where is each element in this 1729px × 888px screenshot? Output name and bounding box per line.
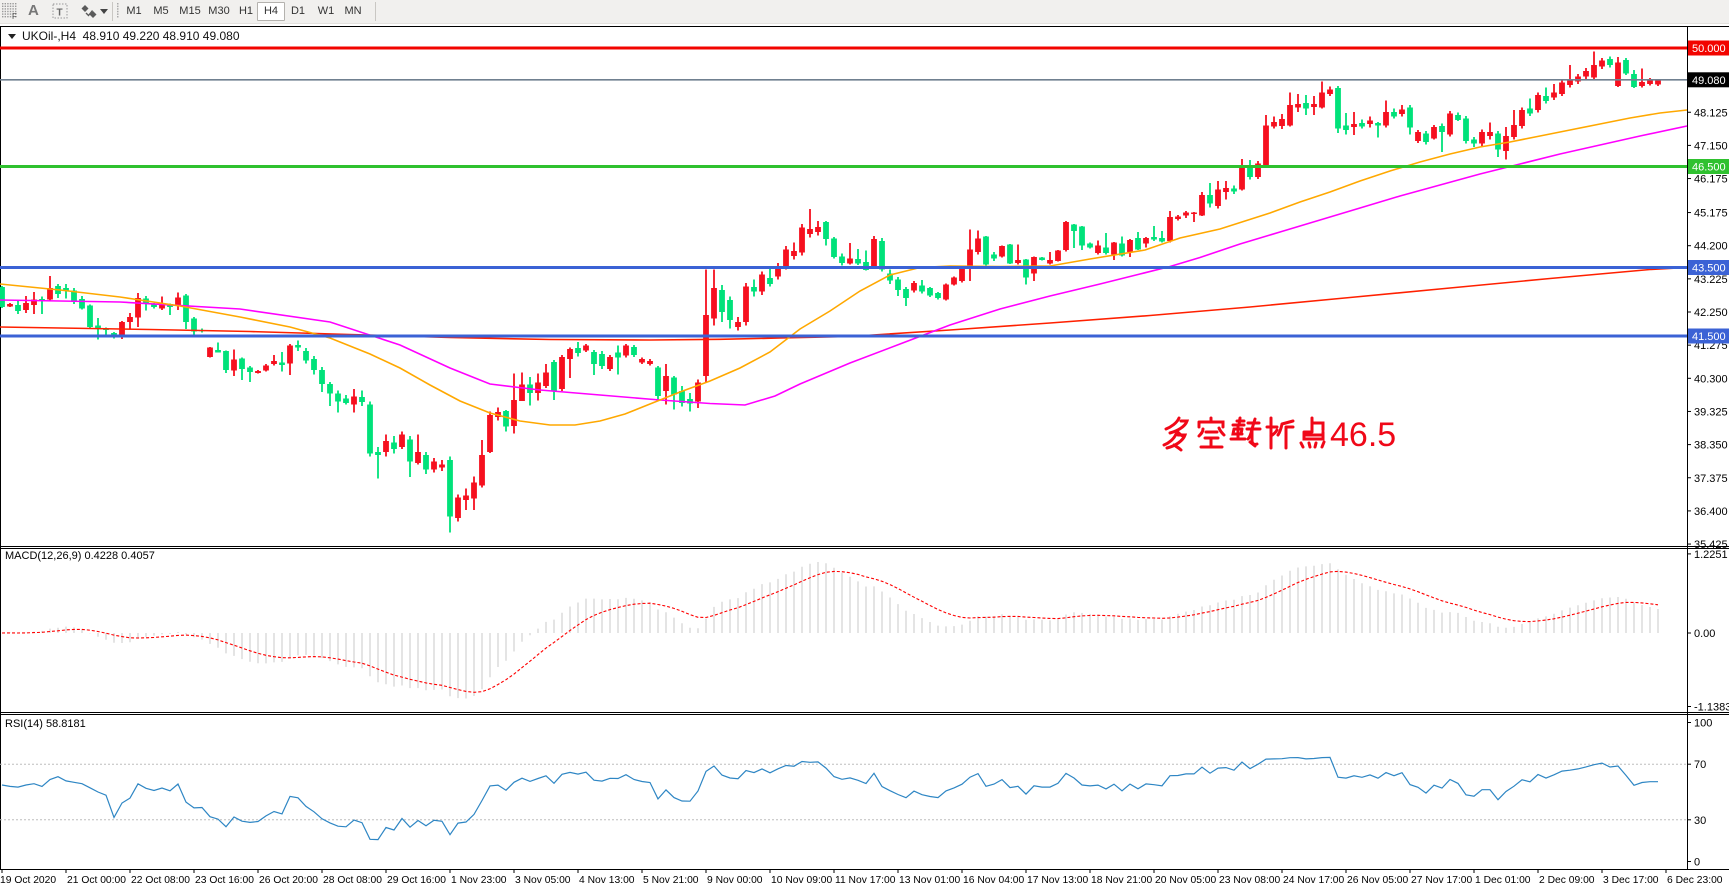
- svg-text:27 Nov 17:00: 27 Nov 17:00: [1411, 875, 1473, 886]
- svg-text:RSI(14) 58.8181: RSI(14) 58.8181: [5, 718, 86, 730]
- svg-text:18 Nov 21:00: 18 Nov 21:00: [1091, 875, 1153, 886]
- svg-text:4 Nov 13:00: 4 Nov 13:00: [579, 875, 635, 886]
- svg-text:0: 0: [1694, 857, 1700, 869]
- svg-text:37.375: 37.375: [1694, 473, 1728, 485]
- svg-text:23 Oct 16:00: 23 Oct 16:00: [195, 875, 254, 886]
- svg-text:0.00: 0.00: [1694, 628, 1715, 640]
- svg-text:10 Nov 09:00: 10 Nov 09:00: [771, 875, 833, 886]
- svg-text:41.500: 41.500: [1692, 331, 1726, 343]
- svg-text:46.175: 46.175: [1694, 174, 1728, 186]
- svg-text:48.125: 48.125: [1694, 107, 1728, 119]
- svg-text:28 Oct 08:00: 28 Oct 08:00: [323, 875, 382, 886]
- svg-text:MACD(12,26,9) 0.4228 0.4057: MACD(12,26,9) 0.4228 0.4057: [5, 550, 155, 562]
- svg-text:16 Nov 04:00: 16 Nov 04:00: [963, 875, 1025, 886]
- svg-text:11 Nov 17:00: 11 Nov 17:00: [835, 875, 896, 886]
- svg-text:36.400: 36.400: [1694, 506, 1728, 518]
- svg-text:17 Nov 13:00: 17 Nov 13:00: [1027, 875, 1089, 886]
- svg-text:-1.1383: -1.1383: [1694, 702, 1729, 714]
- svg-text:46.5: 46.5: [1330, 416, 1396, 454]
- svg-text:43.225: 43.225: [1694, 274, 1728, 286]
- svg-text:50.000: 50.000: [1692, 43, 1726, 55]
- svg-text:3 Dec 17:00: 3 Dec 17:00: [1603, 875, 1659, 886]
- svg-text:22 Oct 08:00: 22 Oct 08:00: [131, 875, 190, 886]
- svg-text:38.350: 38.350: [1694, 440, 1728, 452]
- svg-text:21 Oct 00:00: 21 Oct 00:00: [67, 875, 126, 886]
- svg-text:70: 70: [1694, 759, 1706, 771]
- svg-text:24 Nov 17:00: 24 Nov 17:00: [1283, 875, 1345, 886]
- svg-text:2 Dec 09:00: 2 Dec 09:00: [1539, 875, 1595, 886]
- svg-text:1.2251: 1.2251: [1694, 549, 1728, 561]
- svg-text:44.200: 44.200: [1694, 241, 1728, 253]
- svg-text:5 Nov 21:00: 5 Nov 21:00: [643, 875, 699, 886]
- svg-text:23 Nov 08:00: 23 Nov 08:00: [1219, 875, 1281, 886]
- svg-text:45.175: 45.175: [1694, 208, 1728, 220]
- svg-text:T: T: [57, 8, 63, 19]
- svg-text:42.250: 42.250: [1694, 307, 1728, 319]
- svg-text:1 Dec 01:00: 1 Dec 01:00: [1475, 875, 1531, 886]
- svg-text:35.425: 35.425: [1694, 539, 1728, 551]
- svg-text:47.150: 47.150: [1694, 140, 1728, 152]
- svg-text:UKOil-,H4 48.910 49.220 48.91: UKOil-,H4 48.910 49.220 48.910 49.080: [22, 29, 240, 43]
- svg-text:43.500: 43.500: [1692, 263, 1726, 275]
- svg-text:26 Nov 05:00: 26 Nov 05:00: [1347, 875, 1409, 886]
- svg-text:30: 30: [1694, 815, 1706, 827]
- svg-text:3 Nov 05:00: 3 Nov 05:00: [515, 875, 571, 886]
- svg-text:19 Oct 2020: 19 Oct 2020: [0, 875, 56, 886]
- svg-text:39.325: 39.325: [1694, 406, 1728, 418]
- svg-text:6 Dec 23:00: 6 Dec 23:00: [1667, 875, 1723, 886]
- svg-text:46.500: 46.500: [1692, 162, 1726, 174]
- svg-text:40.300: 40.300: [1694, 373, 1728, 385]
- svg-text:49.080: 49.080: [1692, 75, 1726, 87]
- svg-text:20 Nov 05:00: 20 Nov 05:00: [1155, 875, 1217, 886]
- svg-text:1 Nov 23:00: 1 Nov 23:00: [451, 875, 507, 886]
- svg-text:9 Nov 00:00: 9 Nov 00:00: [707, 875, 763, 886]
- svg-text:100: 100: [1694, 718, 1712, 730]
- svg-text:29 Oct 16:00: 29 Oct 16:00: [387, 875, 446, 886]
- svg-text:F: F: [12, 12, 17, 20]
- svg-text:13 Nov 01:00: 13 Nov 01:00: [899, 875, 961, 886]
- svg-text:26 Oct 20:00: 26 Oct 20:00: [259, 875, 318, 886]
